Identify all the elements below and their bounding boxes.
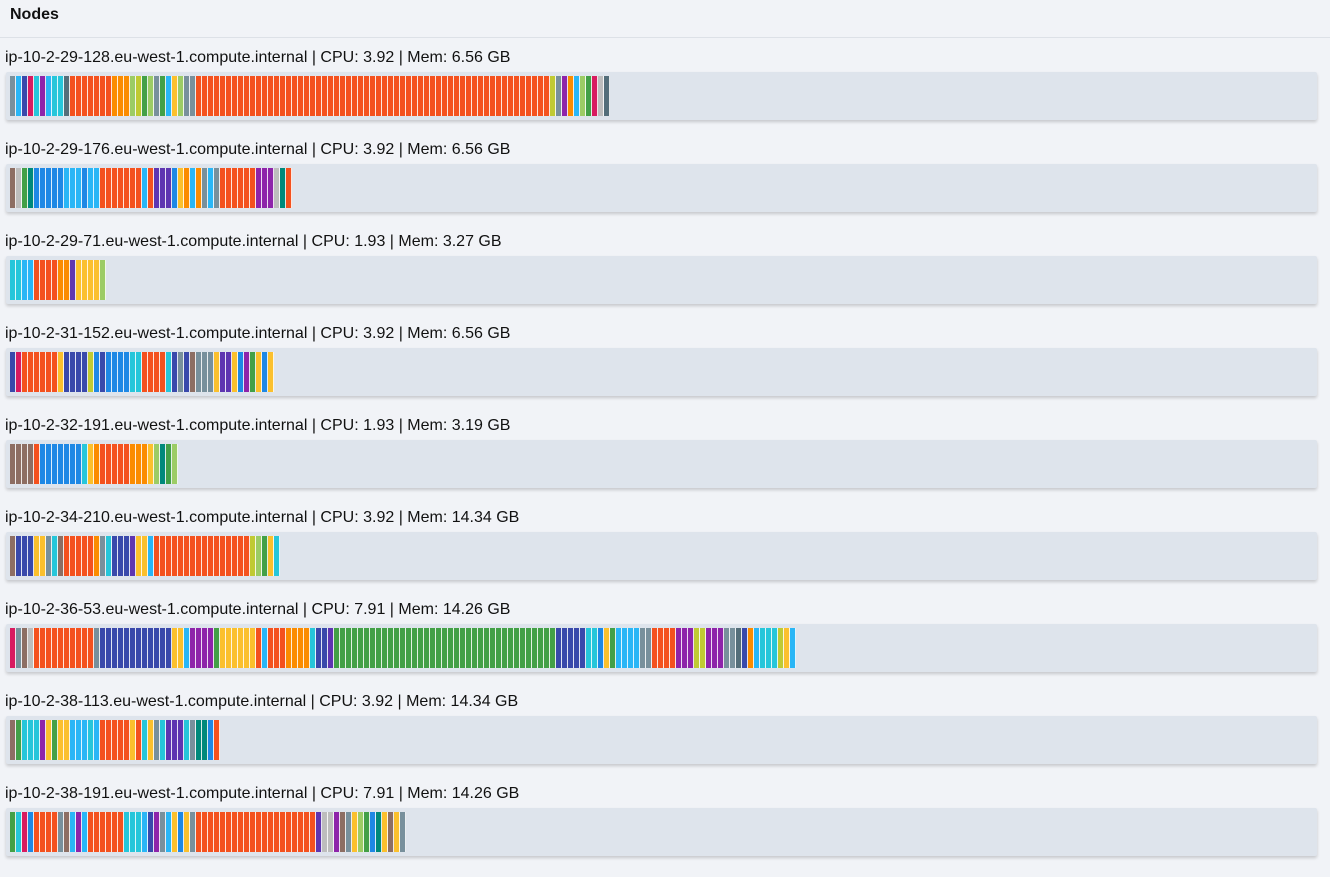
pod-segment[interactable] — [268, 352, 274, 392]
header: Nodes — [0, 0, 1330, 38]
node-pod-bar[interactable] — [6, 72, 1317, 120]
page-title: Nodes — [10, 6, 59, 23]
pod-strip — [10, 536, 280, 576]
node-pod-bar[interactable] — [6, 440, 1317, 488]
node-pod-bar[interactable] — [6, 532, 1317, 580]
pod-strip — [10, 352, 274, 392]
pod-segment[interactable] — [790, 628, 796, 668]
pod-segment[interactable] — [274, 536, 280, 576]
pod-segment[interactable] — [214, 720, 220, 760]
pod-strip — [10, 628, 796, 668]
node-pod-bar[interactable] — [6, 256, 1317, 304]
pod-segment[interactable] — [100, 260, 106, 300]
pod-strip — [10, 168, 292, 208]
node-pod-bar[interactable] — [6, 624, 1317, 672]
pod-strip — [10, 720, 220, 760]
pod-segment[interactable] — [286, 168, 292, 208]
node-pod-bar[interactable] — [6, 164, 1317, 212]
pod-segment[interactable] — [400, 812, 406, 852]
pod-segment[interactable] — [172, 444, 178, 484]
node-label: ip-10-2-29-128.eu-west-1.compute.interna… — [5, 48, 510, 68]
node-label: ip-10-2-34-210.eu-west-1.compute.interna… — [5, 508, 519, 528]
pod-segment[interactable] — [604, 76, 610, 116]
node-label: ip-10-2-31-152.eu-west-1.compute.interna… — [5, 324, 510, 344]
node-pod-bar[interactable] — [6, 716, 1317, 764]
node-label: ip-10-2-38-191.eu-west-1.compute.interna… — [5, 784, 519, 804]
node-label: ip-10-2-36-53.eu-west-1.compute.internal… — [5, 600, 510, 620]
node-pod-bar[interactable] — [6, 808, 1317, 856]
pod-strip — [10, 444, 178, 484]
node-label: ip-10-2-32-191.eu-west-1.compute.interna… — [5, 416, 510, 436]
node-label: ip-10-2-38-113.eu-west-1.compute.interna… — [5, 692, 518, 712]
node-label: ip-10-2-29-176.eu-west-1.compute.interna… — [5, 140, 510, 160]
node-pod-bar[interactable] — [6, 348, 1317, 396]
pod-strip — [10, 812, 406, 852]
node-label: ip-10-2-29-71.eu-west-1.compute.internal… — [5, 232, 502, 252]
pod-strip — [10, 76, 610, 116]
pod-strip — [10, 260, 106, 300]
